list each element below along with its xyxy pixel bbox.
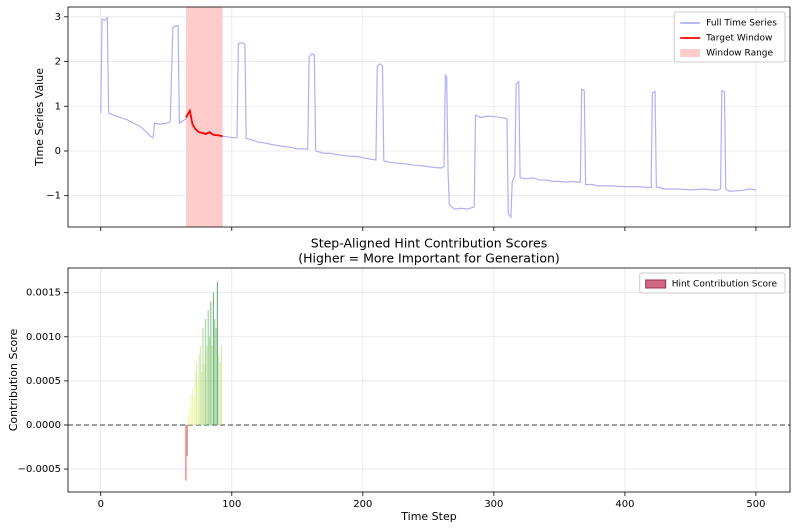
legend-label: Window Range — [706, 49, 773, 59]
series-line — [185, 108, 223, 138]
y-tick-label: 0 — [55, 146, 61, 157]
bar — [185, 424, 187, 481]
bar — [194, 372, 196, 425]
bar — [191, 389, 194, 425]
bar — [208, 336, 211, 425]
bar — [195, 363, 197, 425]
bar — [220, 345, 222, 425]
axes-frame — [67, 267, 791, 493]
bar — [205, 319, 207, 425]
bar — [203, 363, 205, 425]
legend-label: Target Window — [705, 34, 772, 44]
bar — [198, 354, 200, 425]
bar — [199, 345, 201, 425]
y-tick-label: −1 — [46, 191, 61, 202]
bar — [186, 424, 188, 456]
chart-title: (Higher = More Important for Generation) — [298, 251, 560, 266]
legend-box — [673, 11, 786, 63]
axes-frame — [67, 6, 791, 228]
window-span — [185, 7, 223, 227]
bar — [207, 310, 209, 425]
bar — [189, 407, 191, 425]
x-tick-label: 300 — [484, 499, 503, 510]
bar — [210, 301, 212, 425]
x-tick-label: 500 — [746, 499, 765, 510]
y-tick-label: 0.0015 — [26, 288, 61, 299]
chart-title: Step-Aligned Hint Contribution Scores — [311, 236, 547, 251]
y-tick-label: 2 — [55, 57, 61, 68]
legend-swatch — [645, 279, 667, 289]
bar — [202, 327, 204, 425]
y-tick-label: −0.0005 — [18, 464, 61, 475]
bar — [197, 380, 199, 425]
bar — [215, 327, 217, 425]
y-tick-label: 1 — [55, 101, 61, 112]
y-axis-label: Contribution Score — [7, 328, 20, 431]
bar — [190, 394, 192, 425]
x-tick-label: 200 — [353, 499, 372, 510]
x-tick-label: 400 — [615, 499, 634, 510]
y-tick-label: 0.0010 — [26, 332, 61, 343]
bar — [219, 363, 221, 425]
bar — [193, 398, 195, 425]
bar — [216, 282, 218, 425]
legend-swatch — [680, 49, 701, 57]
bar — [218, 354, 220, 425]
y-tick-label: 3 — [55, 12, 61, 23]
bar — [212, 292, 214, 425]
x-tick-label: 100 — [222, 499, 241, 510]
bar — [188, 416, 190, 425]
y-axis-label: Time Series Value — [33, 68, 46, 167]
legend-box — [639, 272, 786, 294]
bar — [211, 345, 213, 425]
x-tick-label: 0 — [98, 499, 104, 510]
series-line — [100, 16, 757, 219]
x-axis-label: Time Step — [400, 510, 456, 523]
bar — [214, 319, 216, 425]
bar — [206, 345, 208, 425]
legend-label: Hint Contribution Score — [672, 280, 778, 290]
bar — [201, 372, 203, 425]
y-tick-label: 0.0005 — [26, 376, 61, 387]
y-tick-label: 0.0000 — [26, 420, 61, 431]
legend-label: Full Time Series — [706, 19, 777, 29]
